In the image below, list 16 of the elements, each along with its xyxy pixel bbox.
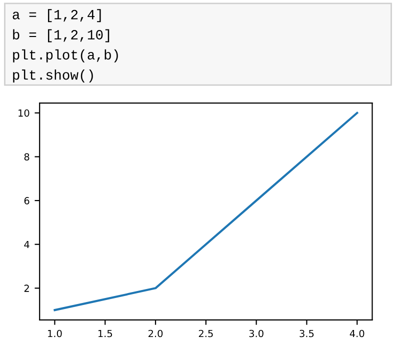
y-tick-label: 8 [24, 153, 30, 161]
x-tick-label: 3.0 [249, 330, 264, 338]
x-tick-label: 1.0 [48, 330, 62, 338]
text: b = [1,2,10] [13, 29, 110, 42]
x-tick-label: 3.5 [300, 330, 314, 338]
y-tick-label: 2 [24, 284, 29, 292]
x-tick-label: 4.0 [350, 330, 364, 338]
y-tick-label: 4 [24, 240, 30, 248]
x-tick-label: 2.0 [148, 330, 163, 338]
y-tick-label: 6 [24, 197, 30, 204]
text: plt.plot(a,b) [13, 49, 118, 62]
x-tick-label: 1.5 [98, 330, 112, 338]
text: plt.show() [13, 70, 93, 82]
y-tick-label: 10 [18, 109, 30, 117]
text: a = [1,2,4] [12, 9, 101, 22]
x-tick-label: 2.5 [198, 330, 213, 338]
